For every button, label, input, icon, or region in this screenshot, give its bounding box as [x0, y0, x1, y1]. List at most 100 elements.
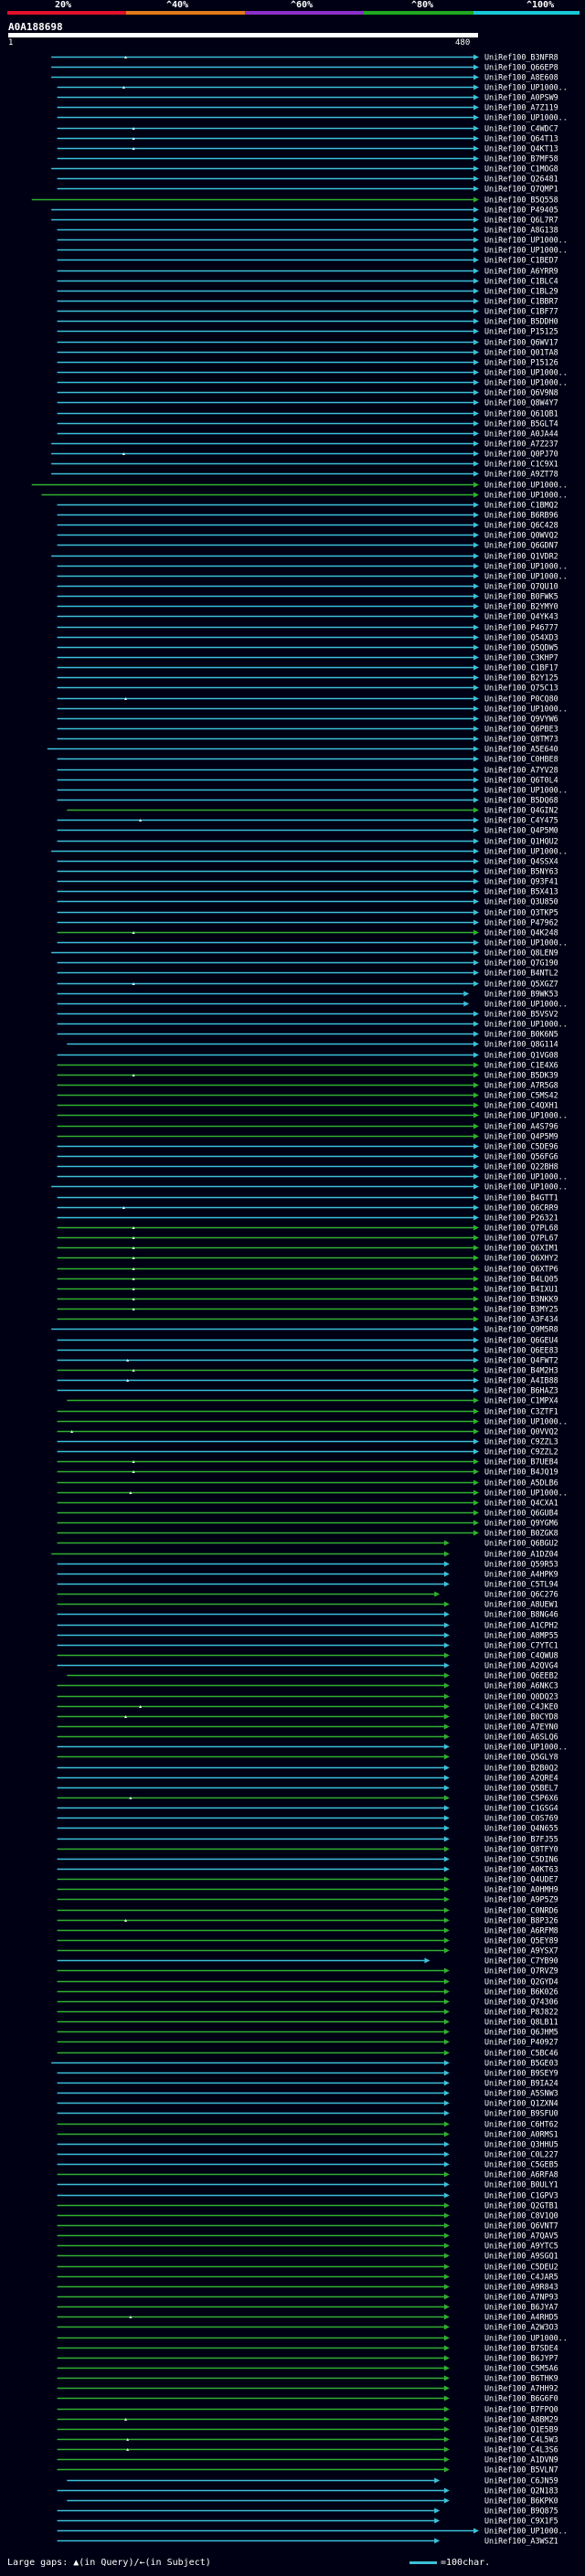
hit-label[interactable]: UniRef100_A7NP93	[484, 2293, 558, 2302]
hit-row[interactable]: UniRef100_P49405	[51, 206, 558, 215]
hit-label[interactable]: UniRef100_A6SLQ6	[484, 1733, 558, 1742]
hit-label[interactable]: UniRef100_B4GTT1	[484, 1193, 558, 1203]
hit-row[interactable]: UniRef100_UP1000..	[57, 1111, 568, 1120]
hit-label[interactable]: UniRef100_Q2GTB1	[484, 2201, 558, 2210]
hit-row[interactable]: UniRef100_A1DZ04	[51, 1550, 558, 1559]
hit-label[interactable]: UniRef100_A1DVN9	[484, 2455, 558, 2465]
hit-label[interactable]: UniRef100_Q59R53	[484, 1560, 558, 1569]
hit-label[interactable]: UniRef100_Q6V9N8	[484, 388, 558, 398]
hit-row[interactable]: UniRef100_Q6T0L4	[57, 776, 558, 785]
hit-label[interactable]: UniRef100_Q9M5R8	[484, 1325, 558, 1334]
hit-row[interactable]: UniRef100_B2B0Q2	[57, 1764, 558, 1773]
hit-row[interactable]: UniRef100_A9YTC5	[57, 2242, 558, 2251]
hit-row[interactable]: UniRef100_A5DLB6	[57, 1479, 558, 1488]
hit-label[interactable]: UniRef100_UP1000..	[484, 1489, 568, 1498]
hit-label[interactable]: UniRef100_B7MF58	[484, 154, 558, 164]
hit-row[interactable]: UniRef100_A0KT63	[57, 1865, 558, 1874]
hit-row[interactable]: UniRef100_B6JYA7	[57, 2303, 558, 2312]
hit-row[interactable]: UniRef100_B8P326	[57, 1916, 558, 1925]
hit-label[interactable]: UniRef100_C5MS42	[484, 1091, 558, 1100]
hit-label[interactable]: UniRef100_Q5GLY8	[484, 1753, 558, 1762]
hit-label[interactable]: UniRef100_C0S769	[484, 1814, 558, 1823]
hit-row[interactable]: UniRef100_C9ZZL3	[57, 1437, 558, 1447]
hit-row[interactable]: UniRef100_Q6C276	[57, 1590, 558, 1599]
hit-row[interactable]: UniRef100_P26321	[57, 1214, 558, 1223]
hit-label[interactable]: UniRef100_Q4N655	[484, 1824, 558, 1833]
hit-row[interactable]: UniRef100_Q4CXA1	[57, 1499, 558, 1508]
hit-label[interactable]: UniRef100_C5P6X6	[484, 1794, 558, 1803]
hit-row[interactable]: UniRef100_B3MY25	[57, 1305, 558, 1314]
hit-label[interactable]: UniRef100_Q6C428	[484, 521, 558, 530]
hit-row[interactable]: UniRef100_Q1HQU2	[57, 837, 558, 846]
hit-row[interactable]: UniRef100_P40927	[57, 2038, 558, 2047]
hit-label[interactable]: UniRef100_Q6JHM5	[484, 2028, 558, 2037]
hit-label[interactable]: UniRef100_Q54XD3	[484, 633, 558, 642]
hit-row[interactable]: UniRef100_Q4SSX4	[57, 857, 558, 866]
hit-label[interactable]: UniRef100_Q5XGZ7	[484, 980, 558, 989]
hit-row[interactable]: UniRef100_C5M5A6	[57, 2364, 558, 2373]
hit-row[interactable]: UniRef100_Q6GUB4	[57, 1509, 558, 1518]
hit-row[interactable]: UniRef100_Q8G114	[67, 1040, 558, 1049]
hit-row[interactable]: UniRef100_A2QVG4	[57, 1661, 558, 1670]
hit-label[interactable]: UniRef100_B6RB96	[484, 511, 558, 520]
hit-label[interactable]: UniRef100_B9SFU0	[484, 2109, 558, 2118]
hit-row[interactable]: UniRef100_Q3U850	[57, 897, 558, 906]
hit-row[interactable]: UniRef100_A8MP55	[57, 1631, 558, 1640]
hit-row[interactable]: UniRef100_P0CQ80	[57, 694, 558, 704]
hit-row[interactable]: UniRef100_A4RHD5	[57, 2313, 558, 2322]
hit-row[interactable]: UniRef100_C1MOG8	[51, 164, 558, 174]
hit-label[interactable]: UniRef100_A0JA44	[484, 429, 558, 439]
hit-row[interactable]: UniRef100_Q5EY89	[57, 1936, 558, 1945]
hit-row[interactable]: UniRef100_P46777	[57, 623, 558, 632]
hit-label[interactable]: UniRef100_Q56FG6	[484, 1152, 558, 1161]
hit-row[interactable]: UniRef100_UP1000..	[57, 572, 568, 581]
hit-label[interactable]: UniRef100_A9R843	[484, 2283, 558, 2292]
hit-row[interactable]: UniRef100_Q6WV17	[57, 338, 558, 347]
hit-row[interactable]: UniRef100_A7R5G8	[57, 1081, 558, 1090]
hit-row[interactable]: UniRef100_Q1ZXN4	[57, 2099, 558, 2108]
hit-label[interactable]: UniRef100_Q6BGU2	[484, 1539, 558, 1548]
hit-label[interactable]: UniRef100_Q4P5M0	[484, 826, 558, 835]
hit-label[interactable]: UniRef100_C1BED7	[484, 256, 558, 265]
hit-label[interactable]: UniRef100_B8NG46	[484, 1610, 558, 1619]
hit-label[interactable]: UniRef100_Q2GYD4	[484, 1977, 558, 1987]
hit-label[interactable]: UniRef100_Q6L7R7	[484, 216, 558, 225]
hit-row[interactable]: UniRef100_Q6BGU2	[57, 1539, 558, 1548]
hit-label[interactable]: UniRef100_C1C9X1	[484, 460, 558, 469]
hit-row[interactable]: UniRef100_Q3TKP5	[57, 908, 558, 917]
hit-label[interactable]: UniRef100_Q4SSX4	[484, 857, 558, 866]
hit-label[interactable]: UniRef100_B4JQ19	[484, 1468, 558, 1477]
hit-label[interactable]: UniRef100_Q4YK43	[484, 612, 558, 621]
hit-row[interactable]: UniRef100_P15126	[57, 358, 558, 367]
hit-label[interactable]: UniRef100_Q4CXA1	[484, 1499, 558, 1508]
hit-label[interactable]: UniRef100_Q1HQU2	[484, 837, 558, 846]
hit-label[interactable]: UniRef100_Q2N183	[484, 2486, 558, 2496]
hit-label[interactable]: UniRef100_UP1000..	[484, 786, 568, 795]
hit-label[interactable]: UniRef100_B5Q558	[484, 196, 558, 205]
hit-label[interactable]: UniRef100_B7UEB4	[484, 1458, 558, 1467]
hit-label[interactable]: UniRef100_A9YTC5	[484, 2242, 558, 2251]
hit-label[interactable]: UniRef100_Q93F41	[484, 877, 558, 886]
hit-row[interactable]: UniRef100_B6RB96	[57, 511, 558, 520]
hit-row[interactable]: UniRef100_C1MPX4	[67, 1396, 558, 1405]
hit-label[interactable]: UniRef100_Q6GUB4	[484, 1509, 558, 1518]
hit-row[interactable]: UniRef100_B7SDE4	[57, 2344, 558, 2353]
hit-row[interactable]: UniRef100_UP1000..	[57, 236, 568, 245]
hit-row[interactable]: UniRef100_B4LQ05	[57, 1275, 558, 1284]
hit-label[interactable]: UniRef100_Q5EY89	[484, 1936, 558, 1945]
hit-label[interactable]: UniRef100_Q7QU10	[484, 582, 558, 591]
hit-label[interactable]: UniRef100_A4HPK9	[484, 1570, 558, 1579]
hit-row[interactable]: UniRef100_A7Z119	[57, 103, 558, 112]
hit-label[interactable]: UniRef100_Q6XHY2	[484, 1254, 558, 1263]
hit-row[interactable]: UniRef100_C4WDC7	[57, 124, 558, 133]
hit-row[interactable]: UniRef100_Q6JHM5	[57, 2028, 558, 2037]
hit-row[interactable]: UniRef100_B9WK53	[57, 990, 558, 999]
hit-row[interactable]: UniRef100_P47962	[57, 918, 558, 928]
hit-label[interactable]: UniRef100_Q6C276	[484, 1590, 558, 1599]
hit-label[interactable]: UniRef100_UP1000..	[484, 562, 568, 571]
hit-row[interactable]: UniRef100_Q8LEN9	[51, 949, 558, 958]
hit-label[interactable]: UniRef100_A5SNW3	[484, 2089, 558, 2098]
hit-row[interactable]: UniRef100_A8UEW1	[57, 1600, 558, 1609]
hit-label[interactable]: UniRef100_UP1000..	[484, 2334, 568, 2343]
hit-label[interactable]: UniRef100_A8UEW1	[484, 1600, 558, 1609]
